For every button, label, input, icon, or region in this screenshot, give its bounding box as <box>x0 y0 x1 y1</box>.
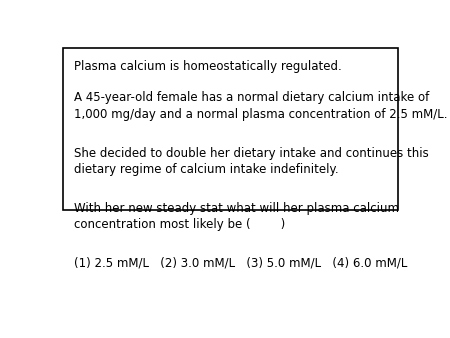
Text: With her new steady stat what will her plasma calcium
concentration most likely : With her new steady stat what will her p… <box>74 202 399 231</box>
Text: (1) 2.5 mM/L   (2) 3.0 mM/L   (3) 5.0 mM/L   (4) 6.0 mM/L: (1) 2.5 mM/L (2) 3.0 mM/L (3) 5.0 mM/L (… <box>74 257 407 270</box>
Text: She decided to double her dietary intake and continues this
dietary regime of ca: She decided to double her dietary intake… <box>74 147 428 176</box>
Text: Plasma calcium is homeostatically regulated.: Plasma calcium is homeostatically regula… <box>74 60 342 73</box>
FancyBboxPatch shape <box>63 48 398 210</box>
Text: A 45-year-old female has a normal dietary calcium intake of
1,000 mg/day and a n: A 45-year-old female has a normal dietar… <box>74 91 447 121</box>
